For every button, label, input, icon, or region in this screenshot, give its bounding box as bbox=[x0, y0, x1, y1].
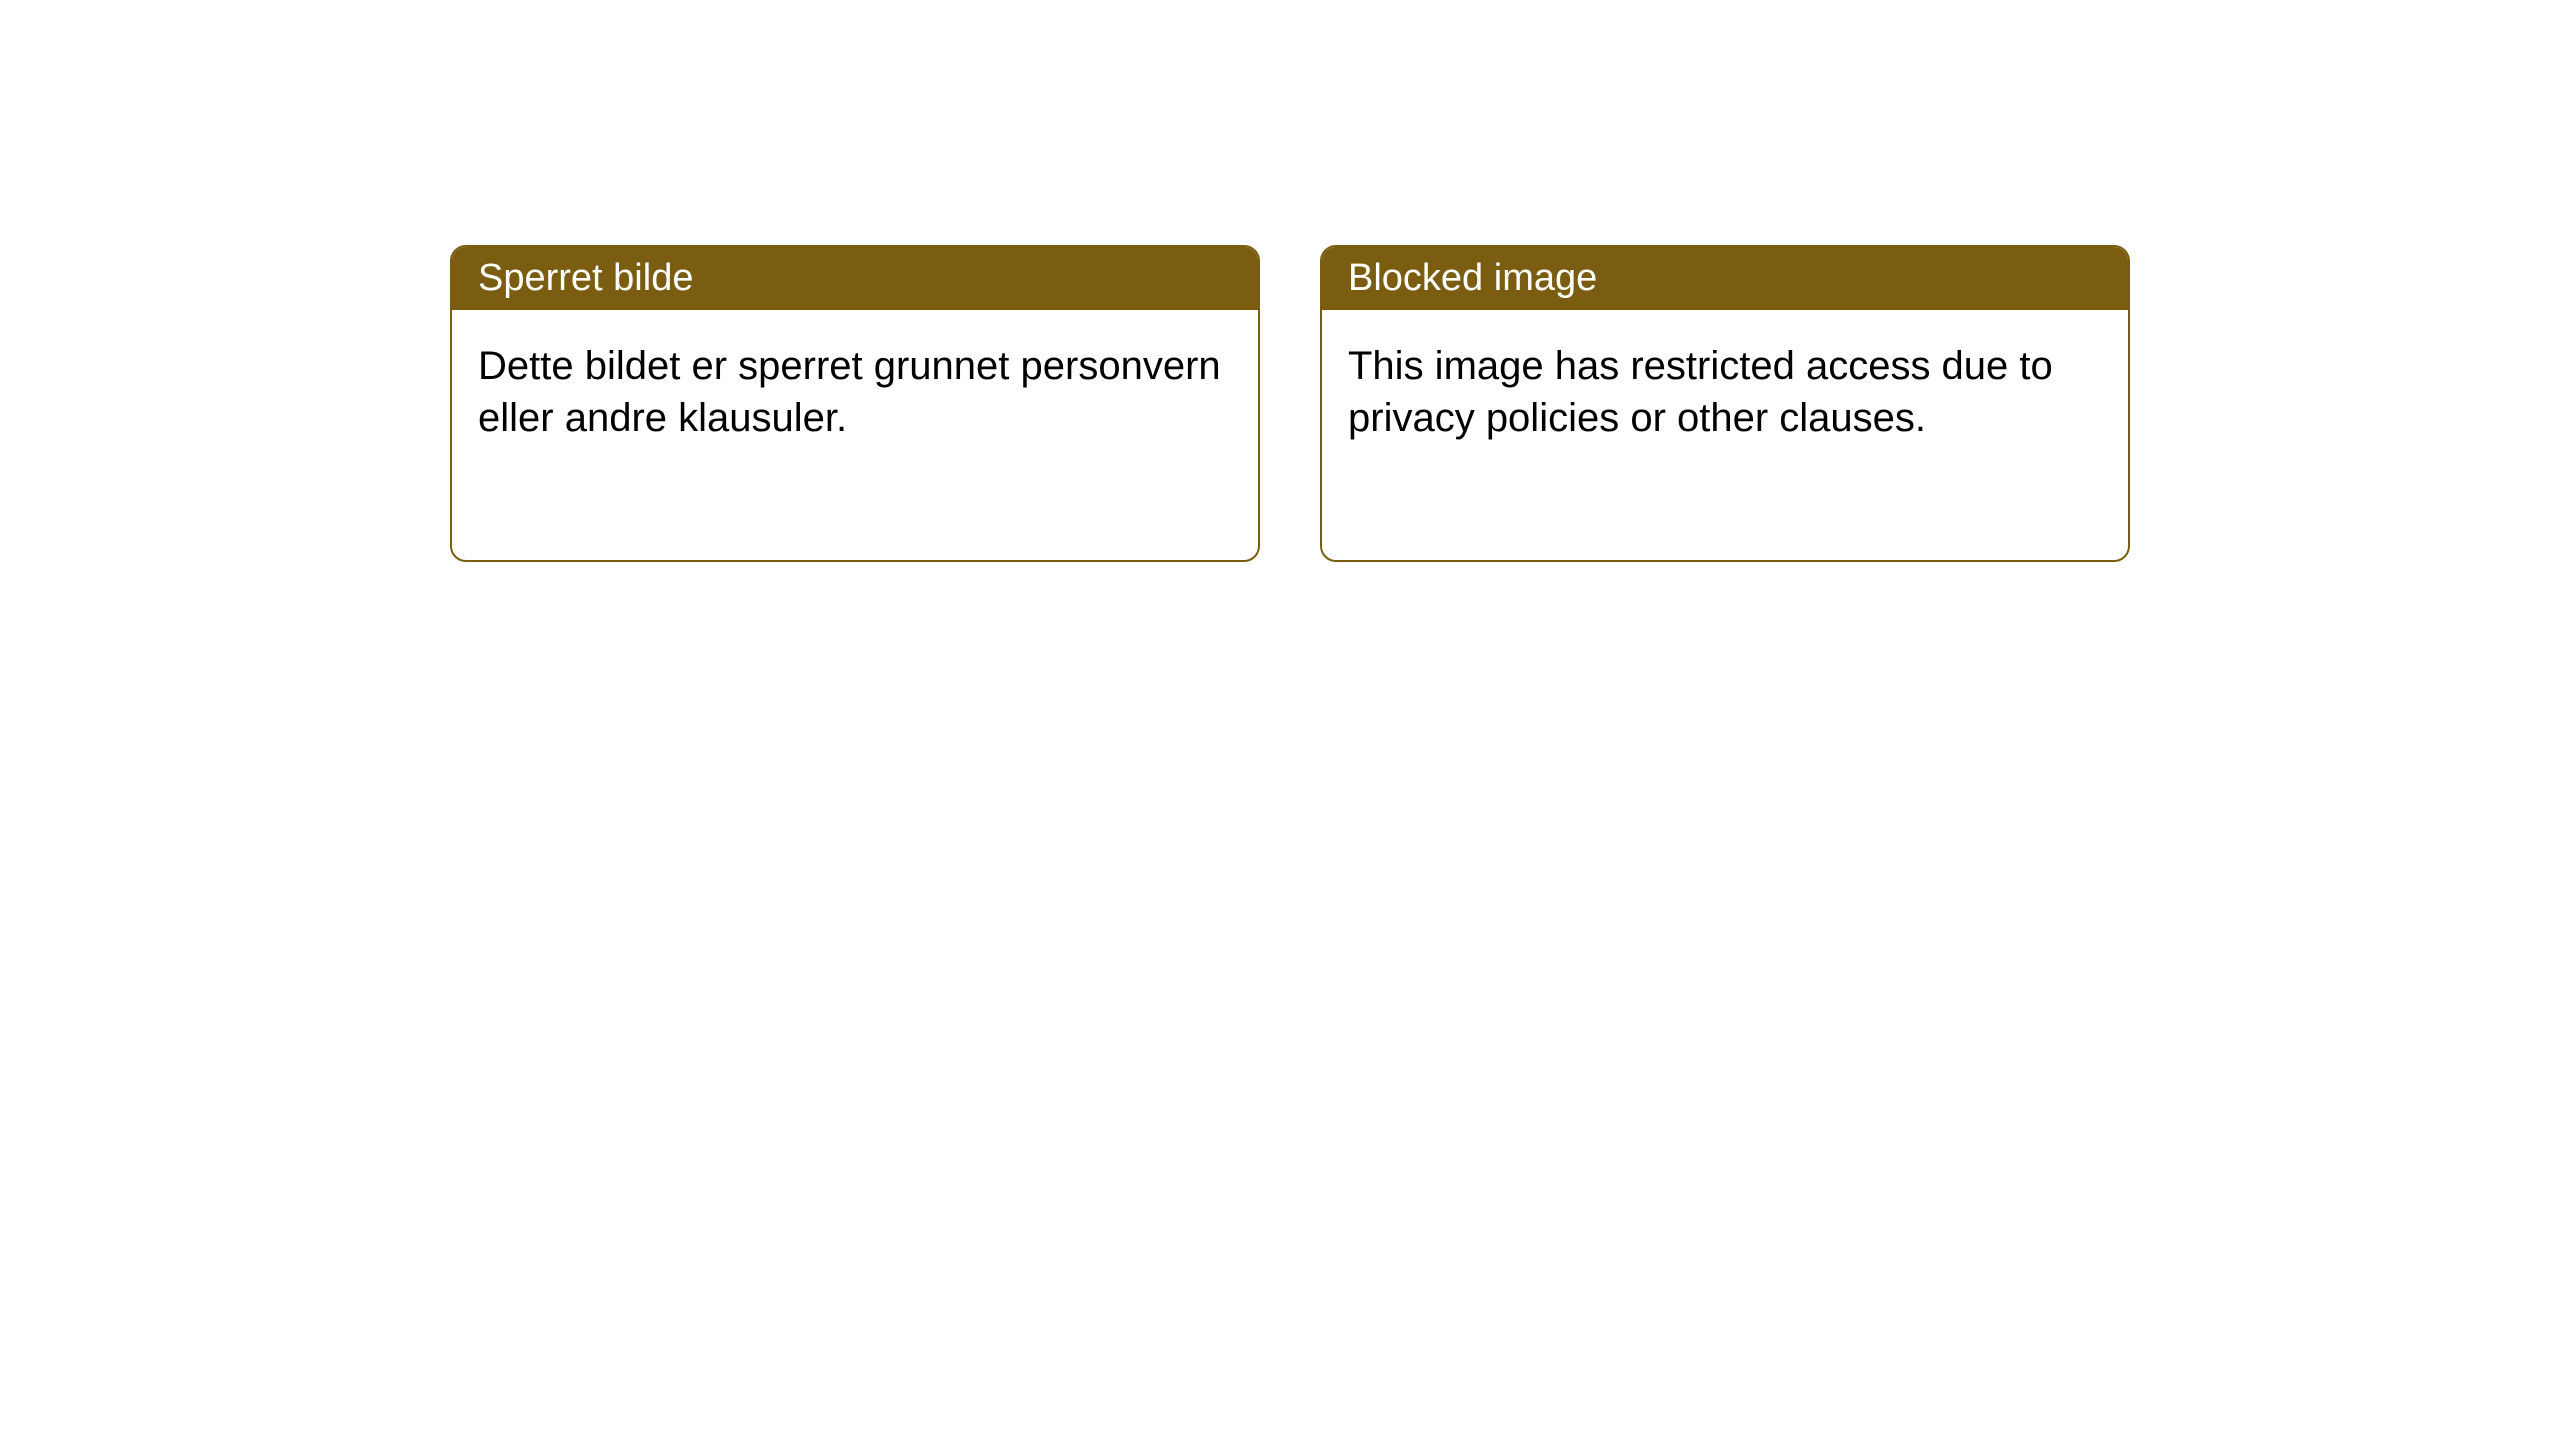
notice-container: Sperret bilde Dette bildet er sperret gr… bbox=[0, 0, 2560, 562]
card-body-no: Dette bildet er sperret grunnet personve… bbox=[452, 310, 1258, 560]
blocked-image-card-en: Blocked image This image has restricted … bbox=[1320, 245, 2130, 562]
card-body-en: This image has restricted access due to … bbox=[1322, 310, 2128, 560]
card-title-no: Sperret bilde bbox=[452, 247, 1258, 310]
card-title-en: Blocked image bbox=[1322, 247, 2128, 310]
blocked-image-card-no: Sperret bilde Dette bildet er sperret gr… bbox=[450, 245, 1260, 562]
